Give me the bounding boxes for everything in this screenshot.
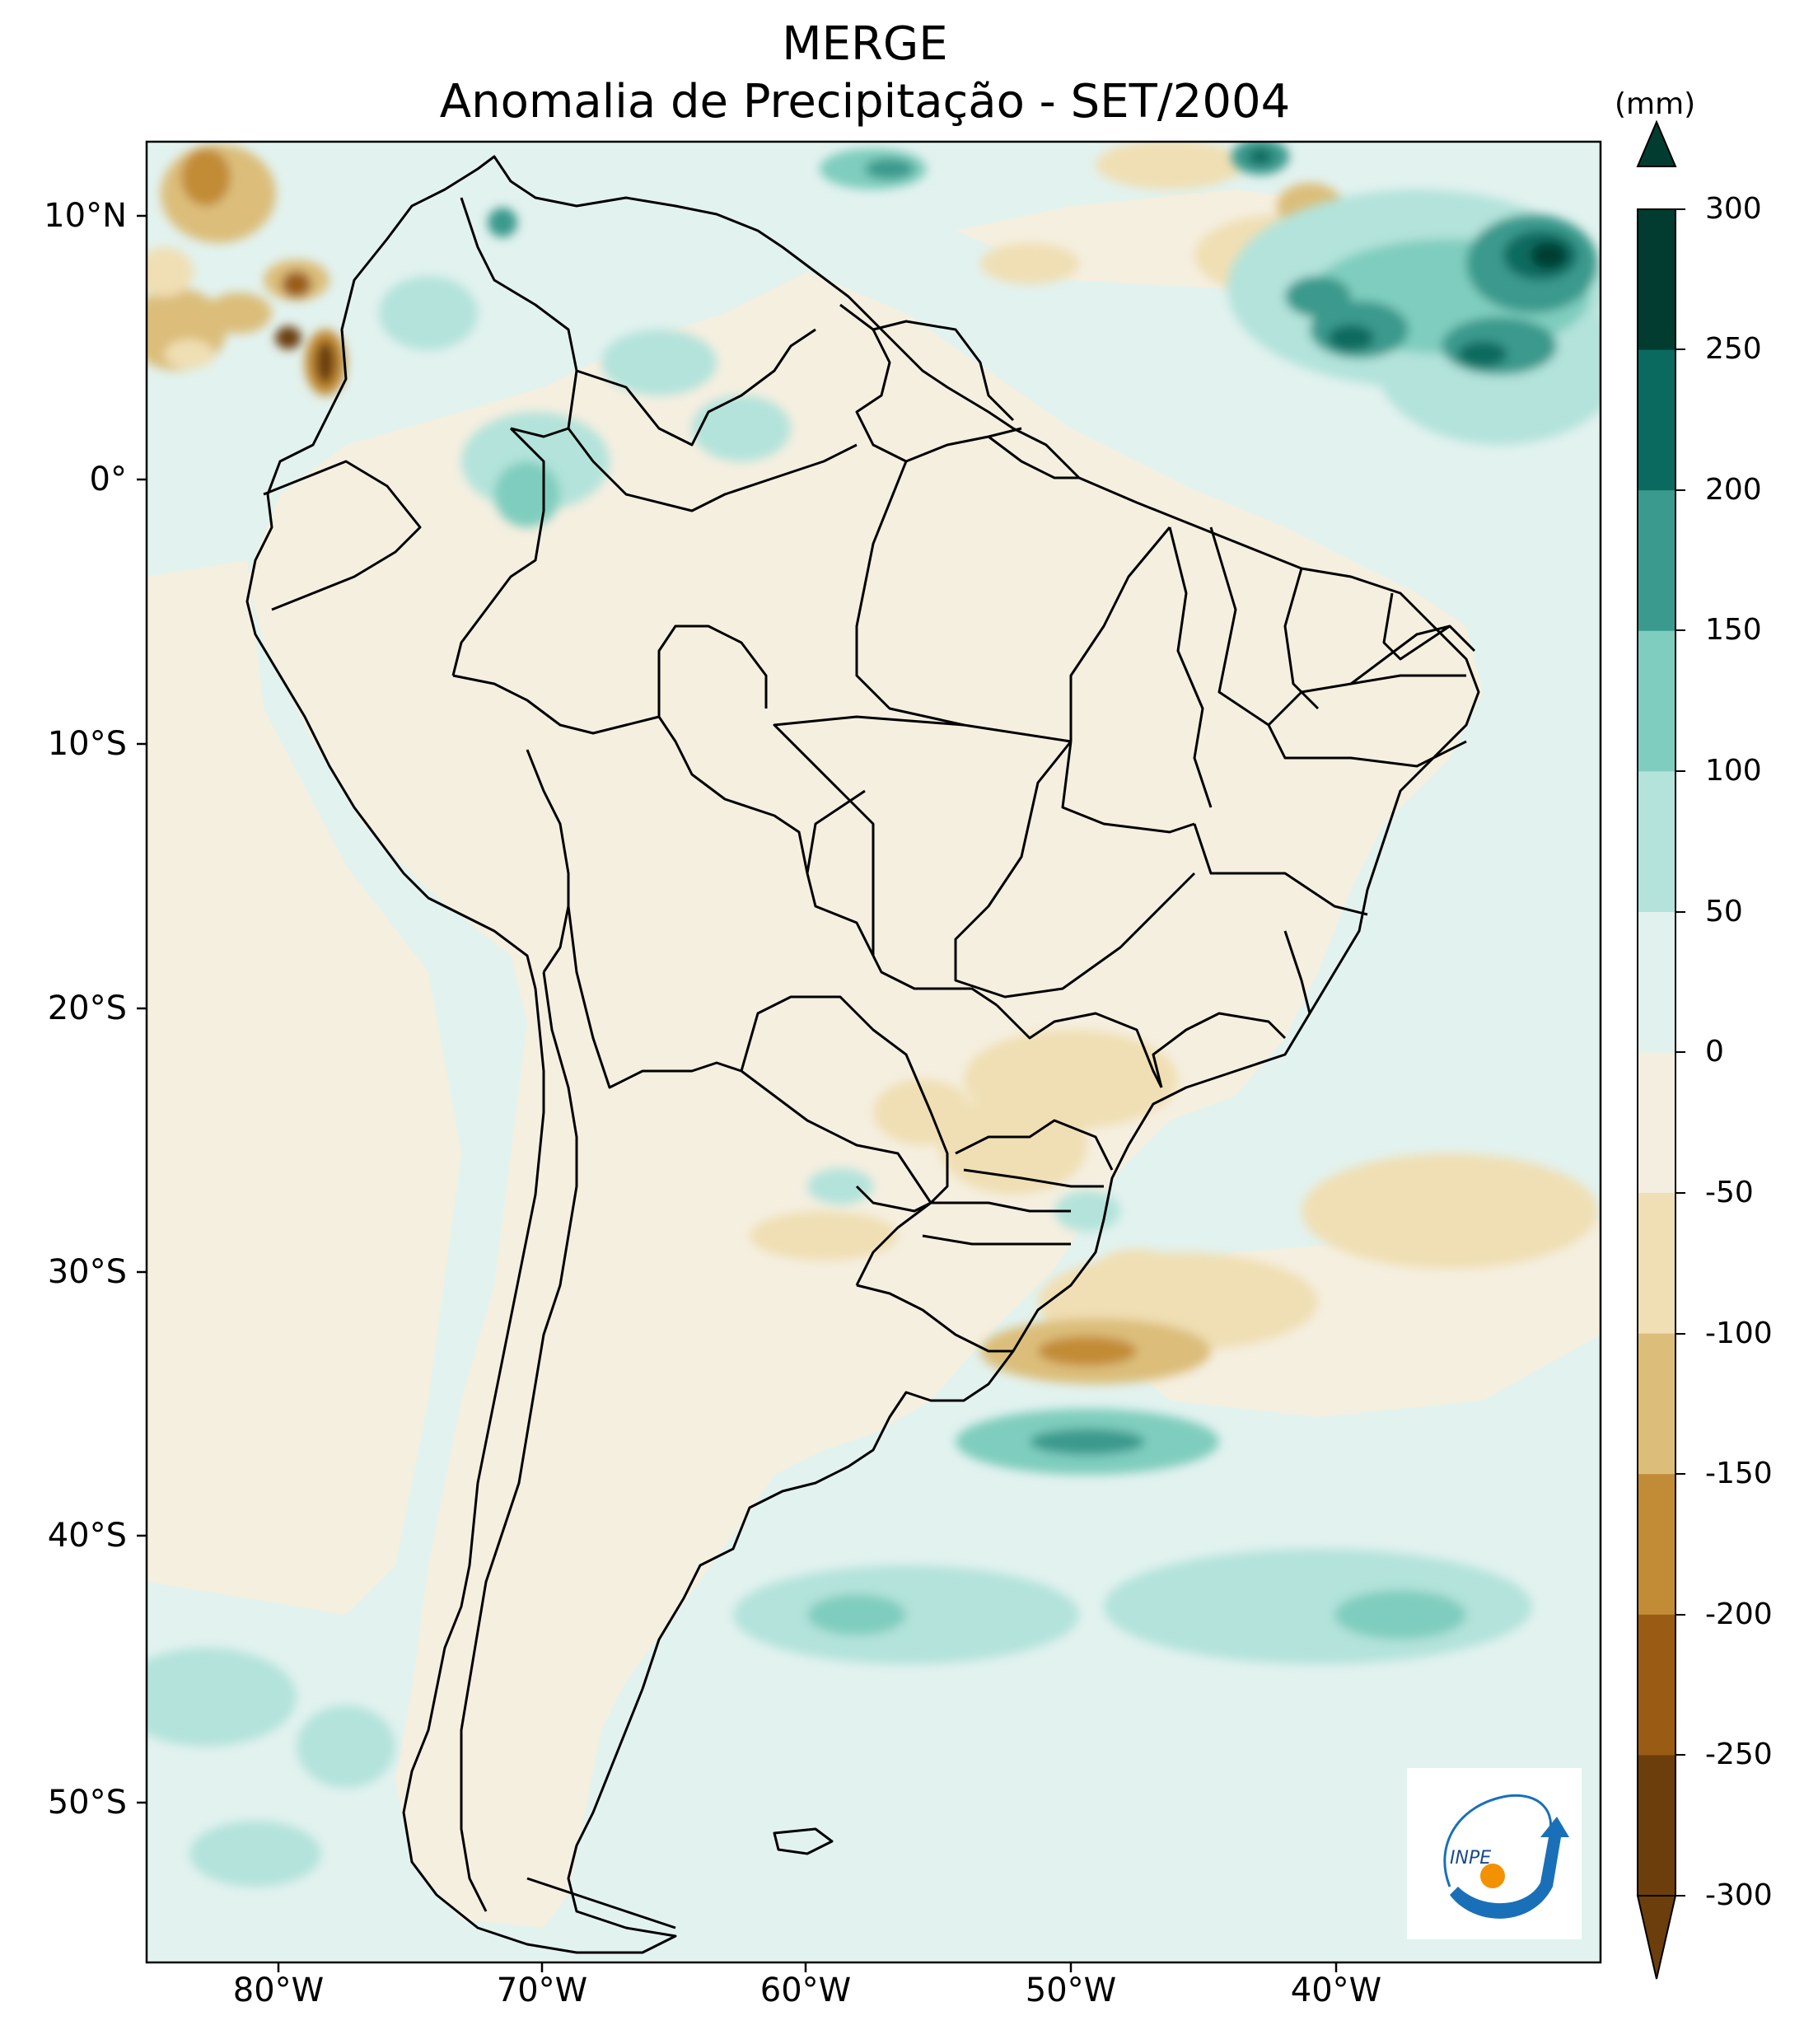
colorbar-label: -250 (1705, 1738, 1773, 1771)
positive-anomaly-areas (147, 142, 1601, 1887)
colorbar-label: 250 (1705, 332, 1762, 366)
lon-label-50w: 50°W (1025, 1972, 1117, 2009)
border-argentina-uruguay (856, 1284, 1013, 1353)
state-border (1209, 526, 1466, 727)
state-border (954, 741, 1196, 999)
colorbar-segment (1638, 1755, 1675, 1897)
border-guyanas (839, 303, 1022, 463)
colorbar (1636, 119, 1685, 1980)
border-colombia-peru-brazil (451, 427, 545, 676)
colorbar-label: 200 (1705, 473, 1762, 507)
colorbar-units: (mm) (1615, 87, 1696, 121)
border-paraguay-argentina (741, 1069, 932, 1213)
lon-label-60w: 60°W (759, 1972, 852, 2009)
border-bolivia-paraguay (567, 905, 742, 1089)
state-border (1193, 823, 1368, 916)
country-borders (245, 155, 1480, 1954)
colorbar-ticks (1675, 208, 1685, 1897)
colorbar-label: -50 (1705, 1176, 1754, 1209)
state-border (1069, 526, 1171, 741)
border-brazil-peru (452, 674, 660, 735)
map-frame (145, 140, 1602, 1964)
lat-label-10n: 10°N (44, 197, 127, 235)
state-border (855, 461, 965, 727)
lat-label-20s: 20°S (47, 989, 127, 1027)
state-border (806, 789, 866, 874)
state-border (955, 1119, 1114, 1171)
border-suriname (872, 320, 1015, 422)
border-ecuador-peru (263, 460, 422, 611)
colorbar-label: 300 (1705, 192, 1762, 226)
border-chile-argentina (460, 971, 578, 1912)
colorbar-segment (1638, 1333, 1675, 1475)
colorbar-segment (1638, 911, 1675, 1053)
lat-label-10s: 10°S (47, 725, 127, 763)
map-subtitle: Anomalia de Precipitação - SET/2004 (439, 75, 1291, 129)
state-border (773, 715, 1072, 956)
coastline (245, 155, 1480, 1954)
state-border (988, 435, 1079, 479)
lat-label-40s: 40°S (47, 1517, 127, 1555)
anomaly-patch (147, 560, 461, 1615)
colorbar-label: -200 (1705, 1597, 1773, 1631)
state-border (922, 1234, 1071, 1246)
border-colombia-venezuela (460, 197, 578, 438)
state-border (872, 955, 998, 1007)
state-border (1152, 1012, 1287, 1088)
lat-label-0: 0° (89, 461, 127, 498)
state-border (1283, 568, 1320, 710)
falklands (773, 1827, 834, 1855)
colorbar-segment (1638, 771, 1675, 913)
state-border (567, 428, 858, 512)
colorbar-label: 0 (1705, 1035, 1724, 1069)
border-venezuela-brazil (576, 328, 816, 447)
lat-label-50s: 50°S (47, 1784, 127, 1822)
lon-label-40w: 40°W (1290, 1972, 1382, 2009)
inpe-logo-text: INPE (1450, 1848, 1491, 1869)
state-border (1061, 741, 1195, 834)
state-border (1350, 624, 1451, 685)
colorbar-label: -150 (1705, 1457, 1773, 1490)
lon-ticks (277, 1962, 1338, 1972)
land-base-field (247, 272, 1483, 1928)
state-border (1168, 526, 1213, 808)
map-area (147, 142, 1601, 1962)
state-border (1267, 724, 1467, 768)
lat-ticks (137, 214, 147, 1804)
border-paraguay-brazil (740, 995, 949, 1204)
inpe-logo: INPE (1407, 1768, 1582, 1939)
state-border (963, 1168, 1104, 1188)
state-border (995, 1003, 1163, 1088)
colorbar-extend-bottom (1636, 1895, 1677, 1980)
border-brazil-uruguay-south (855, 1201, 1071, 1286)
colorbar-label: -300 (1705, 1878, 1773, 1912)
colorbar-segment (1638, 630, 1675, 772)
colorbar-segment (1638, 1193, 1675, 1335)
colorbar-segment (1638, 1614, 1675, 1756)
border-tierra-del-fuego (526, 1877, 676, 1929)
colorbar-label: -100 (1705, 1317, 1773, 1350)
colorbar-label: 150 (1705, 613, 1762, 647)
state-border (657, 624, 768, 717)
colorbar-segment (1638, 1474, 1675, 1616)
map-title: MERGE (782, 17, 948, 71)
colorbar-segment (1638, 209, 1675, 351)
border-peru-bolivia (526, 749, 570, 973)
colorbar-label: 50 (1705, 895, 1743, 928)
state-border (1283, 930, 1311, 1014)
lon-label-80w: 80°W (232, 1972, 325, 2009)
lat-label-30s: 30°S (47, 1253, 127, 1291)
colorbar-segment (1638, 349, 1675, 491)
border-brazil-bolivia (657, 716, 875, 957)
colorbar-label: 100 (1705, 754, 1762, 788)
colorbar-segment (1638, 490, 1675, 632)
colorbar-extend-top (1636, 119, 1677, 167)
colorbar-segment (1638, 1052, 1675, 1194)
state-border (1382, 592, 1476, 661)
lon-label-70w: 70°W (496, 1972, 588, 2009)
